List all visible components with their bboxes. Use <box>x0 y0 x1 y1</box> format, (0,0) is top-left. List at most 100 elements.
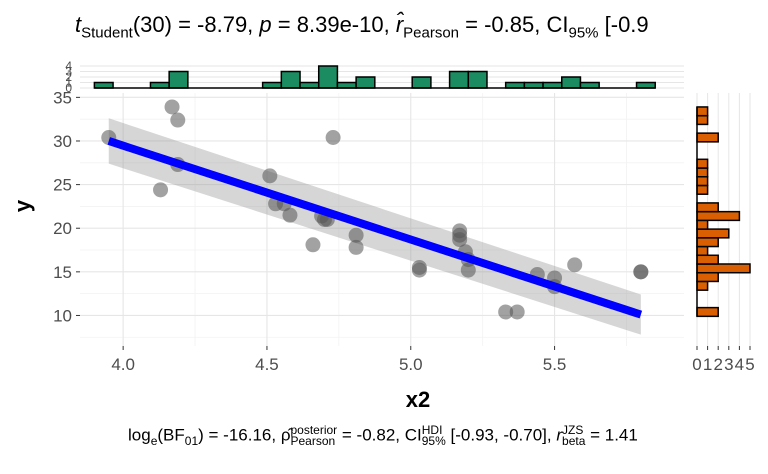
x-axis-label: x2 <box>406 387 430 412</box>
right-hist-bar <box>696 176 709 187</box>
bf-sub2: 01 <box>184 433 199 448</box>
right-hist-bar <box>696 184 709 195</box>
right-hist-bar <box>696 271 719 283</box>
top-hist-bar <box>93 81 114 89</box>
data-point <box>460 262 476 278</box>
right-hist-bar <box>696 228 730 239</box>
hdi-stack: HDI 95% <box>421 423 446 448</box>
rho-stack: posterior Pearson <box>290 423 338 448</box>
scatter-plot: 4.0 4.5 5.0 5.5 10 15 20 25 30 35 <box>53 88 684 374</box>
data-point <box>153 182 169 198</box>
data-point <box>498 304 514 320</box>
jzs-stack: JZS beta <box>562 423 586 448</box>
jzs-symbol: r <box>556 425 563 445</box>
rho-symbol: ρ̂ <box>280 425 291 445</box>
rho-sup: posterior <box>290 423 338 437</box>
right-hist-bar <box>696 254 719 265</box>
degrees-of-freedom: (30) <box>132 12 172 37</box>
top-hist-tick-label: 0 <box>65 81 72 95</box>
right-hist-bar <box>696 237 719 248</box>
top-hist-bar <box>149 81 170 89</box>
data-point <box>170 112 186 128</box>
right-hist-bar <box>696 202 719 213</box>
ci-subscript: 95% <box>568 24 599 42</box>
data-point <box>282 207 298 223</box>
chart-title: tStudent(30) = -8.79, p = 8.39e-10, r̂Pe… <box>75 12 649 41</box>
right-hist-tick-label: 1 <box>703 355 712 374</box>
top-hist-bar <box>355 76 376 89</box>
top-hist-tick-label: 1 <box>65 76 72 90</box>
r-subscript: Pearson <box>403 24 460 42</box>
data-point <box>452 232 468 248</box>
x-tick-label: 4.5 <box>255 355 279 374</box>
right-hist-bar <box>696 132 719 143</box>
right-hist-bar <box>696 167 709 178</box>
data-point <box>325 129 341 145</box>
hdi-sup: HDI <box>421 423 443 437</box>
y-tick-label: 25 <box>53 176 72 195</box>
data-point <box>633 264 649 280</box>
top-hist-bar <box>504 81 526 89</box>
hdi-value: [-0.93, -0.70], <box>445 425 557 445</box>
data-point <box>509 304 525 320</box>
data-point <box>348 239 364 255</box>
y-tick-label: 10 <box>53 306 72 325</box>
data-point <box>348 227 364 243</box>
right-hist-bar <box>696 106 709 117</box>
chart-caption: loge(BF01) = -16.16, ρ̂posterior Pearson … <box>128 423 638 448</box>
bf-label: log <box>128 425 151 445</box>
r-value: = -0.85, CI <box>459 12 569 37</box>
top-hist-tick-label: 2 <box>65 70 72 84</box>
x-tick-label: 4.0 <box>111 355 135 374</box>
r-symbol: r̂ <box>395 12 404 37</box>
right-hist-bar <box>696 263 751 274</box>
right-hist-tick-label: 4 <box>735 355 744 374</box>
bf-sub: e <box>150 433 158 448</box>
y-tick-label: 20 <box>53 219 72 238</box>
stat-subscript: Student <box>81 24 133 42</box>
right-hist-tick-label: 0 <box>692 355 701 374</box>
right-hist-bar <box>696 219 709 230</box>
data-point <box>305 237 321 253</box>
top-hist-bar <box>448 70 470 89</box>
data-point <box>262 168 278 184</box>
x-tick-label: 5.5 <box>543 355 567 374</box>
right-hist-tick-label: 2 <box>713 355 722 374</box>
top-hist-bar <box>635 81 656 89</box>
top-hist-bar <box>299 81 320 89</box>
top-hist-bar <box>168 70 189 89</box>
x-tick-label: 5.0 <box>399 355 423 374</box>
y-tick-label: 30 <box>53 132 72 151</box>
p-symbol: p <box>259 12 272 37</box>
top-hist-bar <box>317 65 339 89</box>
jzs-value: = 1.41 <box>585 425 638 445</box>
stat-symbol: t <box>75 12 82 37</box>
top-hist-bar <box>411 76 432 89</box>
right-hist-tick-label: 3 <box>724 355 733 374</box>
hdi-sub: 95% <box>421 434 446 448</box>
regression-line <box>107 137 643 319</box>
y-axis-label: y <box>10 199 35 212</box>
rho-sub: Pearson <box>290 434 336 448</box>
right-hist-bar <box>696 245 709 257</box>
data-point <box>411 262 427 278</box>
top-hist-bar <box>261 81 283 89</box>
jzs-sub: beta <box>562 434 586 448</box>
data-point <box>567 257 583 273</box>
top-hist-bar <box>280 70 301 89</box>
y-tick-label: 15 <box>53 263 72 282</box>
y-tick-label: 35 <box>53 88 72 107</box>
top-hist-bar <box>542 81 563 89</box>
top-hist-bar <box>467 70 488 89</box>
jzs-sup: JZS <box>562 423 584 437</box>
p-value: = 8.39e-10, <box>271 12 396 37</box>
bf-open: (BF <box>157 425 185 445</box>
right-hist-bar <box>696 280 709 291</box>
top-hist-bar <box>336 81 357 89</box>
right-hist-bar <box>696 306 719 318</box>
top-hist-bar <box>561 76 582 89</box>
top-hist-bar <box>523 81 544 89</box>
bf-rest: ) = -16.16, <box>198 425 281 445</box>
